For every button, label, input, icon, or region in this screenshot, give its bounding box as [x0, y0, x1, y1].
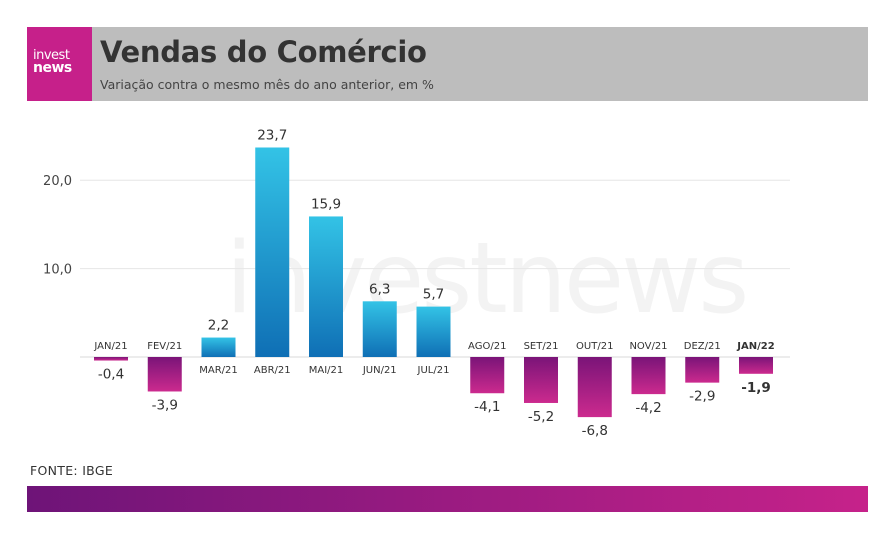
category-label: JAN/21	[93, 341, 127, 352]
logo-text-invest: invest	[33, 48, 70, 63]
bars	[94, 147, 773, 418]
y-axis-ticks: 10,0 20,0	[43, 174, 72, 277]
data-label: -4,1	[474, 399, 500, 415]
bar	[309, 216, 343, 357]
category-label: AGO/21	[468, 341, 506, 352]
bar	[94, 357, 128, 361]
bar	[201, 337, 236, 357]
data-label: -2,9	[689, 389, 715, 405]
source-note: FONTE: IBGE	[30, 463, 114, 478]
category-label: OUT/21	[576, 341, 613, 352]
bar	[524, 357, 558, 403]
category-label: ABR/21	[254, 365, 291, 376]
bar	[577, 357, 612, 418]
data-label: -0,4	[98, 367, 124, 383]
bar	[685, 357, 720, 383]
header-banner: invest news Vendas do Comércio Variação …	[27, 27, 868, 101]
category-label: MAR/21	[199, 365, 238, 376]
chart-title: Vendas do Comércio	[100, 35, 427, 69]
data-label: 23,7	[257, 127, 287, 143]
investnews-logo: invest news	[27, 27, 92, 101]
category-label: JAN/22	[736, 341, 774, 352]
logo-text-news: news	[33, 60, 72, 76]
category-label: MAI/21	[309, 365, 344, 376]
bar	[416, 306, 451, 357]
category-label: FEV/21	[147, 341, 182, 352]
data-label: -6,8	[582, 423, 608, 439]
data-label: -1,9	[741, 380, 771, 396]
data-label: 15,9	[311, 196, 341, 212]
bar	[631, 357, 666, 395]
footer-gradient-bar	[27, 486, 868, 512]
y-tick-label: 20,0	[43, 174, 72, 189]
category-label: JUL/21	[417, 365, 450, 376]
watermark-text: investnews	[226, 222, 747, 336]
bar	[362, 301, 397, 357]
chart-subtitle: Variação contra o mesmo mês do ano anter…	[100, 77, 434, 92]
category-label: JUN/21	[362, 365, 397, 376]
data-label: -5,2	[528, 409, 554, 425]
bar	[147, 357, 182, 392]
data-label: -3,9	[152, 397, 178, 413]
bar	[255, 147, 290, 357]
y-tick-label: 10,0	[43, 263, 72, 278]
category-labels: JAN/21 FEV/21 MAR/21 ABR/21 MAI/21 JUN/21 JUL/…	[93, 341, 774, 376]
data-label: 6,3	[369, 281, 390, 297]
data-label: -4,2	[635, 400, 661, 416]
category-label: SET/21	[524, 341, 559, 352]
bar	[470, 357, 505, 394]
category-label: DEZ/21	[684, 341, 721, 352]
value-labels: -0,4 -3,9 2,2 23,7 15,9 6,3 5,7 -4,1 -5,2 -6,8 -4,…	[98, 127, 771, 439]
category-label: NOV/21	[629, 341, 667, 352]
data-label: 5,7	[423, 287, 444, 303]
bar	[739, 357, 773, 374]
data-label: 2,2	[208, 318, 229, 334]
